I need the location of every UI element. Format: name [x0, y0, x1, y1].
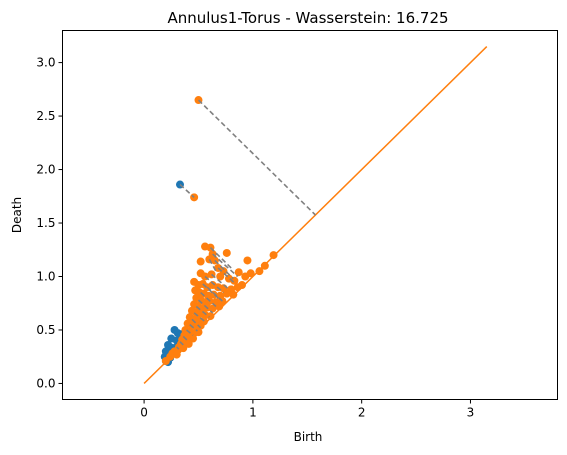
series-2-point — [260, 261, 269, 270]
x-tick-label: 0 — [140, 406, 148, 420]
series-2-point — [196, 257, 205, 266]
matching-line — [200, 291, 217, 308]
matching-line — [211, 273, 230, 290]
series-2-point — [229, 290, 238, 299]
plot-frame — [62, 30, 558, 400]
x-tick-label: 2 — [358, 406, 366, 420]
matching-line — [193, 312, 207, 324]
series-2-point — [234, 268, 243, 277]
matching-line — [179, 183, 195, 198]
matching-line — [176, 346, 180, 350]
y-tick-label: 3.0 — [36, 56, 55, 70]
matching-line — [182, 335, 189, 342]
matching-line — [179, 341, 184, 346]
series-2-point — [238, 281, 247, 290]
matching-line — [204, 275, 225, 294]
x-tick-label: 1 — [249, 406, 257, 420]
y-axis-label: Death — [10, 197, 24, 233]
matching-line — [212, 253, 239, 278]
series-2-point — [246, 269, 255, 278]
series-2-point — [161, 356, 170, 365]
matching-line — [189, 324, 198, 332]
matching-line — [208, 258, 217, 272]
y-tick-label: 0.0 — [36, 376, 55, 390]
matching-line — [191, 318, 202, 329]
y-tick-label: 2.0 — [36, 163, 55, 177]
series-2-point — [222, 289, 231, 298]
series-2-point — [222, 248, 231, 257]
series-2-point — [206, 312, 215, 321]
matching-line — [217, 267, 235, 284]
matching-line — [209, 247, 234, 271]
x-axis-ticks: 0 1 2 3 — [140, 399, 475, 420]
series-2-point — [194, 328, 203, 337]
series-2-point — [255, 267, 264, 276]
series-2-point — [189, 334, 198, 343]
chart-title: Annulus1-Torus - Wasserstein: 16.725 — [167, 9, 448, 27]
x-axis-label: Birth — [294, 430, 323, 444]
y-axis-ticks: 0.0 0.5 1.0 1.5 2.0 2.5 3.0 — [36, 56, 63, 390]
matching-line — [195, 305, 210, 318]
y-tick-label: 2.5 — [36, 109, 55, 123]
y-tick-label: 1.0 — [36, 270, 55, 284]
matching-line — [206, 286, 223, 302]
series-2-point — [172, 350, 181, 359]
series-2-point — [216, 272, 225, 281]
plot-area — [143, 46, 488, 384]
matching-line — [197, 299, 214, 314]
series-2-point — [215, 302, 224, 311]
series-2-point — [269, 251, 278, 260]
matching-line — [214, 259, 234, 280]
matching-line — [197, 99, 317, 216]
matching-line — [202, 283, 221, 301]
series-2-point — [196, 321, 205, 330]
x-tick-label: 3 — [467, 406, 475, 420]
series-2-point — [243, 256, 252, 265]
series-2-point — [184, 339, 193, 348]
matching-line — [186, 329, 194, 336]
y-tick-label: 0.5 — [36, 323, 55, 337]
y-tick-label: 1.5 — [36, 216, 55, 230]
